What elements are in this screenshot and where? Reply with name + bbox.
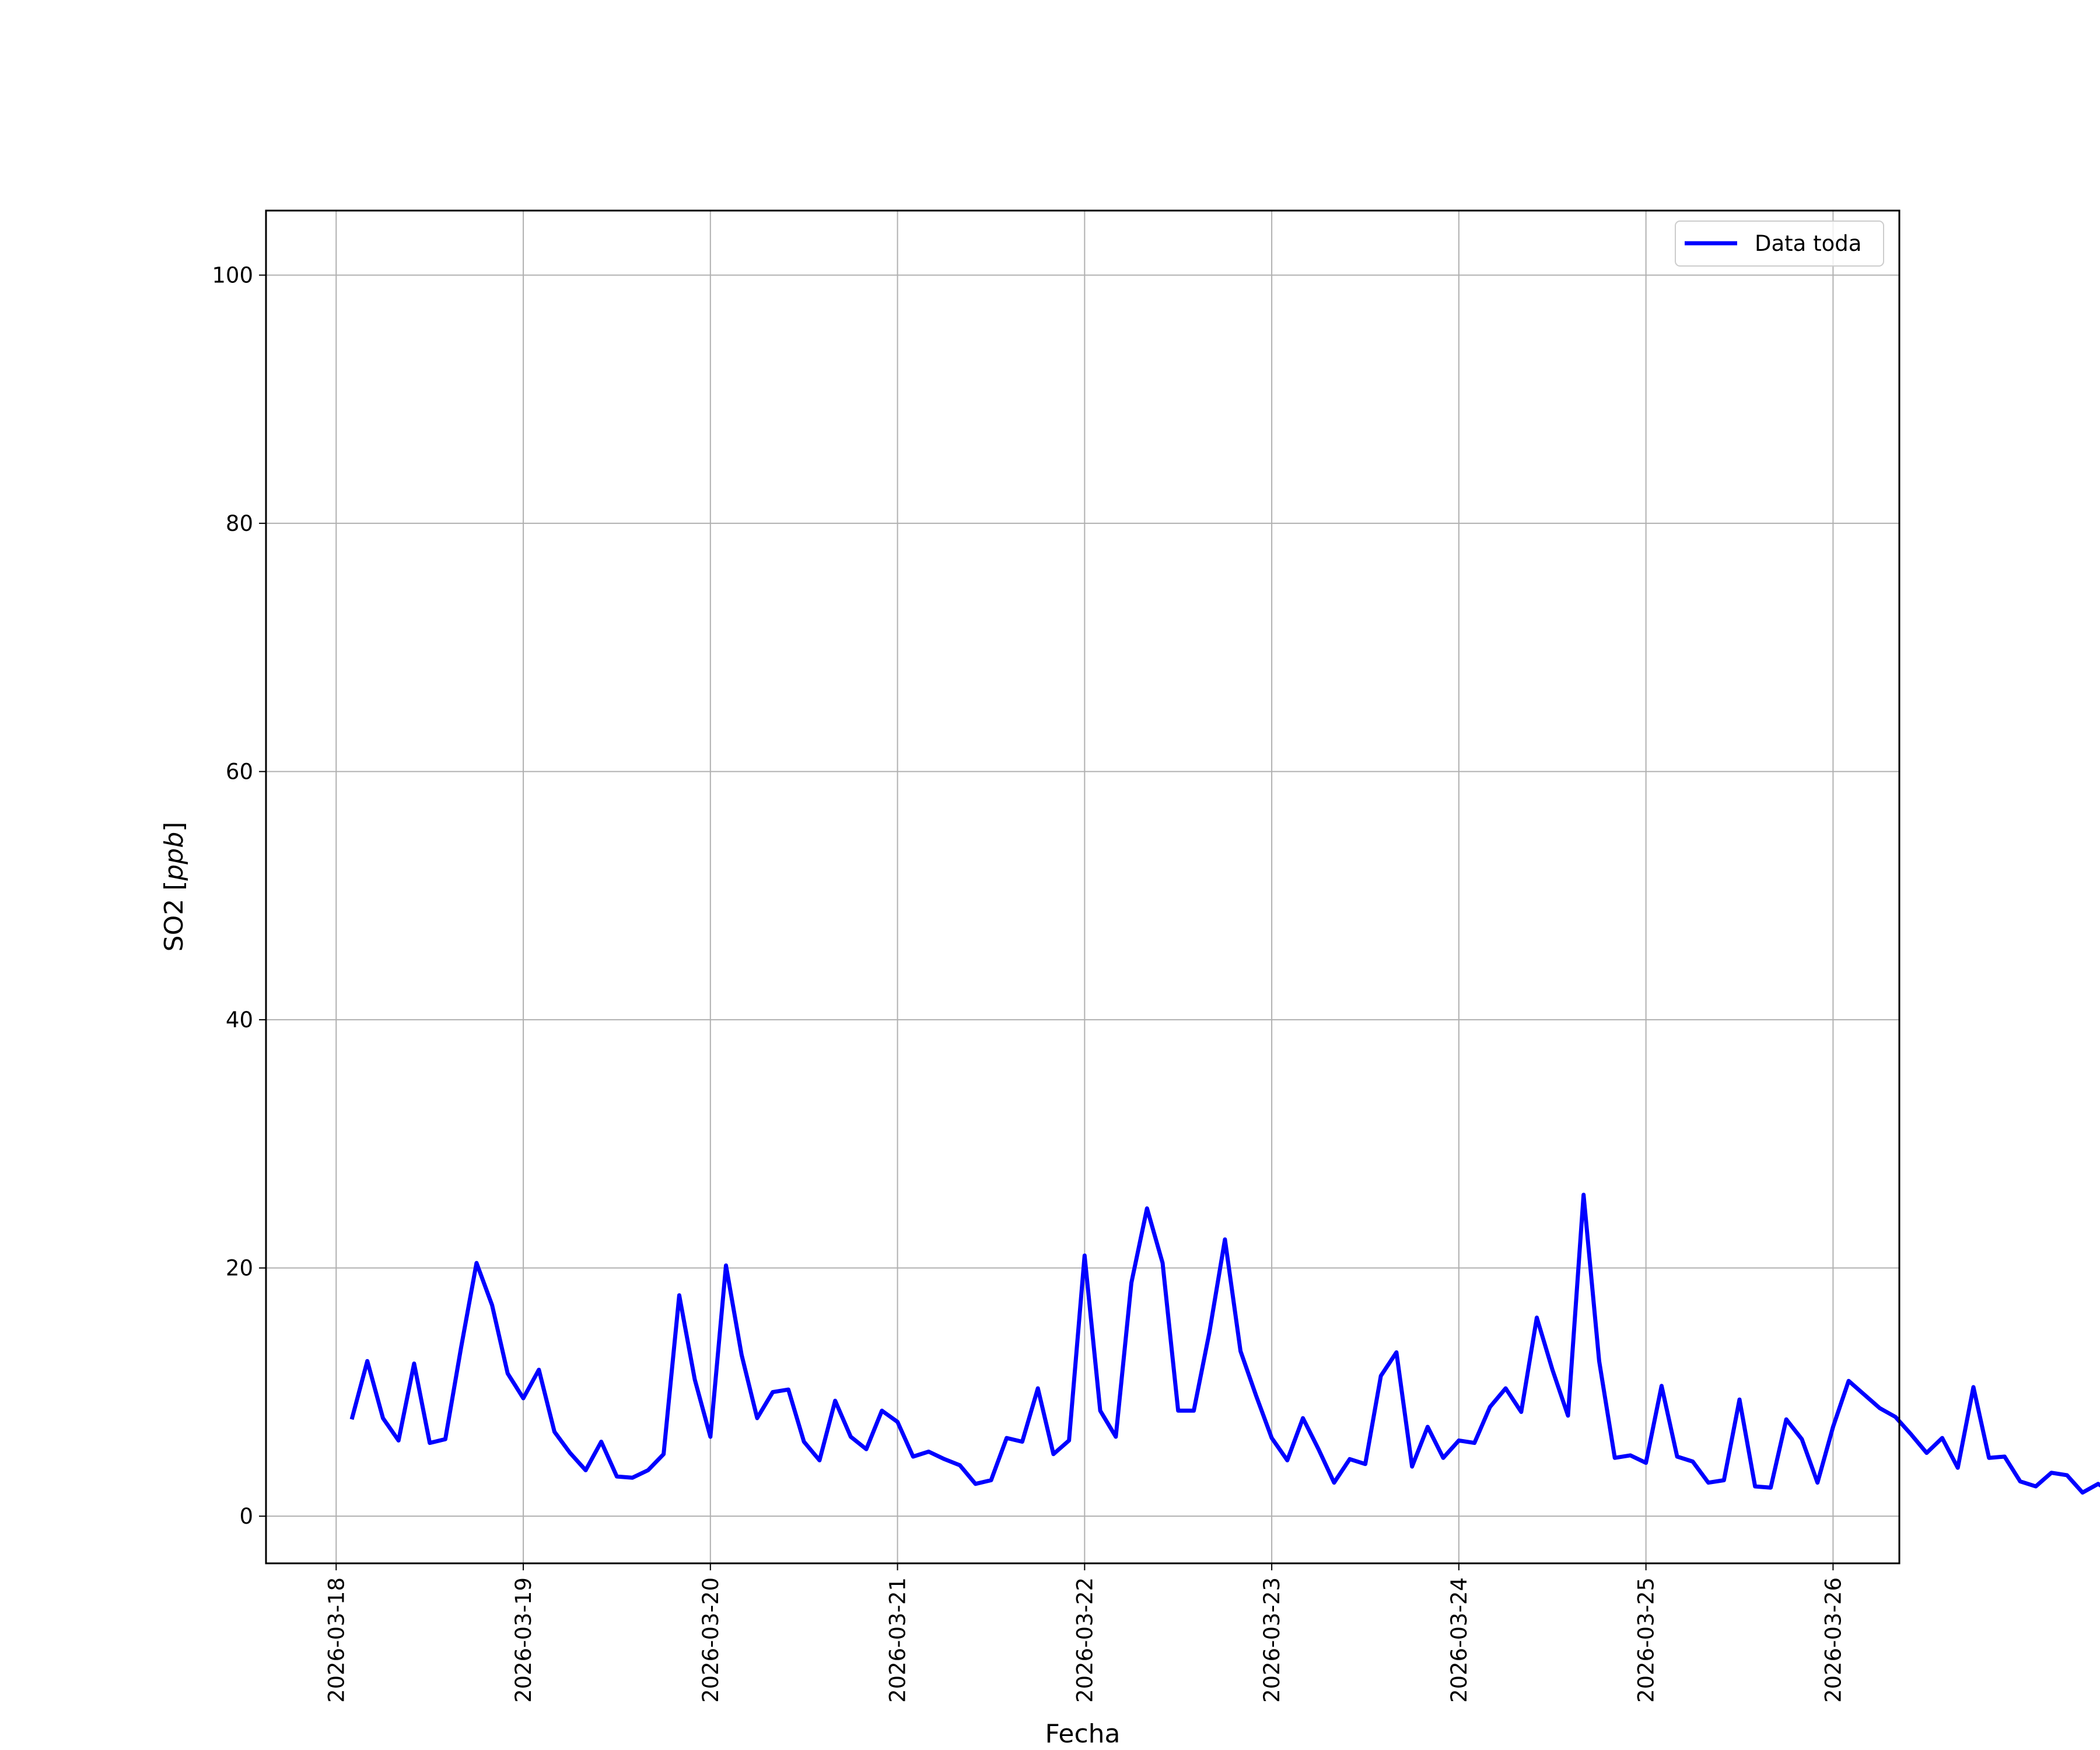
x-tick-label-2026-03-22: 2026-03-22	[1072, 1577, 1097, 1703]
x-tick-label-2026-03-26: 2026-03-26	[1821, 1577, 1846, 1703]
y-axis-title-main: SO2 [	[159, 881, 189, 952]
x-tick-label-2026-03-23: 2026-03-23	[1259, 1577, 1284, 1703]
x-tick-label-2026-03-19: 2026-03-19	[511, 1577, 536, 1703]
plot-area-frame	[265, 209, 1901, 1564]
x-tick-label-2026-03-24: 2026-03-24	[1447, 1577, 1472, 1703]
y-tick-label-20: 20	[226, 1256, 253, 1281]
y-tick-label-40: 40	[226, 1007, 253, 1032]
grid-lines	[266, 211, 1899, 1563]
y-axis-title-close: ]	[159, 822, 189, 832]
legend: Data toda	[1675, 220, 1884, 267]
y-tick-label-80: 80	[226, 511, 253, 536]
x-axis: 2026-03-18 2026-03-19 2026-03-20 2026-03-21…	[324, 1563, 1846, 1703]
x-tick-label-2026-03-20: 2026-03-20	[698, 1577, 723, 1703]
x-axis-title: Fecha	[1045, 1719, 1120, 1749]
series-line-0	[349, 1192, 2100, 1495]
x-tick-label-2026-03-25: 2026-03-25	[1634, 1577, 1659, 1703]
y-axis-title-unit: ppb	[159, 832, 189, 881]
series-lines	[349, 1192, 2100, 1495]
y-axis-title: SO2 [ppb]	[159, 822, 189, 952]
legend-label-data-toda: Data toda	[1755, 231, 1861, 256]
y-axis: 0 20 40 60 80 100	[212, 263, 266, 1529]
x-tick-label-2026-03-21: 2026-03-21	[886, 1577, 911, 1703]
y-tick-label-0: 0	[239, 1504, 253, 1529]
y-tick-label-60: 60	[226, 760, 253, 785]
y-tick-label-100: 100	[212, 263, 253, 288]
legend-box	[1675, 220, 1884, 267]
x-tick-label-2026-03-18: 2026-03-18	[324, 1577, 349, 1703]
